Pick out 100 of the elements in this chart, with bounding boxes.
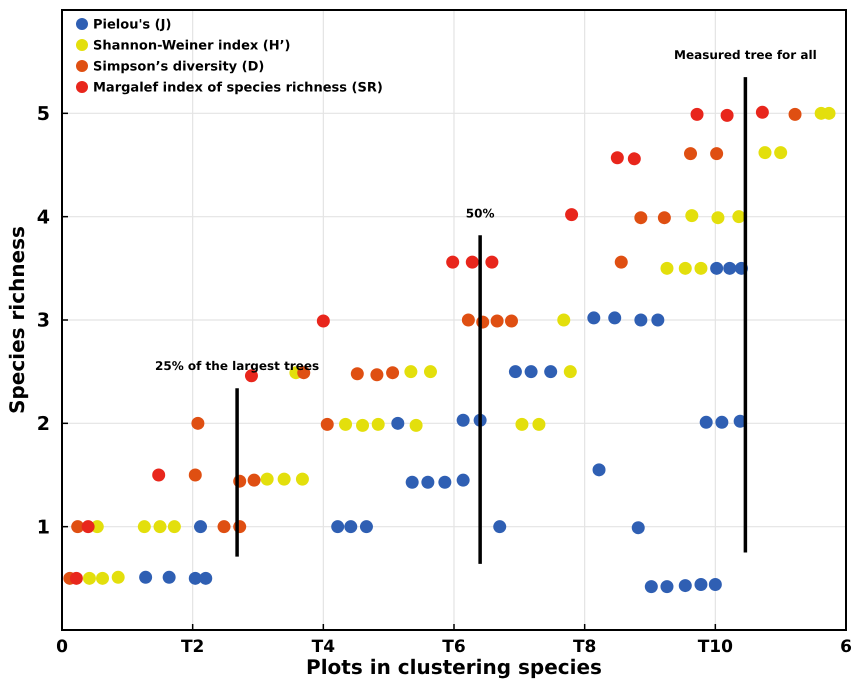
point [723,262,736,275]
point [466,256,479,269]
point [350,367,364,380]
point [372,418,385,431]
point [421,476,434,489]
point [248,474,261,487]
point [406,476,419,489]
point [651,314,664,326]
point [678,262,692,275]
point [218,520,231,534]
point [391,416,404,430]
point [191,416,204,430]
point [424,365,437,378]
point [592,463,606,476]
point [316,314,330,328]
point [644,580,658,594]
x-tick-label: 6 [840,637,852,657]
point [96,572,110,585]
annotation: 25% of the largest trees [155,359,320,374]
point [710,147,724,160]
annotation: 50% [466,206,494,220]
point [565,208,578,222]
point [634,211,648,224]
x-tick-label: 0 [56,637,68,657]
point [710,262,724,275]
point [456,474,470,487]
y-tick-label: 3 [36,310,50,332]
point [386,366,400,380]
point [632,521,645,534]
point [356,418,370,432]
point [490,314,504,328]
point [694,262,708,275]
point [564,365,577,378]
point [485,256,498,269]
point [658,211,671,224]
point [508,365,522,378]
point [685,209,698,222]
point [587,311,600,324]
legend-label: Pielou's (J) [93,18,172,33]
point [112,570,125,584]
point [82,572,96,585]
point [774,146,788,160]
y-tick-label: 1 [36,516,50,538]
point [410,418,423,432]
point [296,472,309,486]
y-axis-title: Species richness [5,226,29,414]
point [720,108,734,122]
point [456,414,470,427]
point [608,311,622,324]
point [462,314,475,326]
x-tick-label: T2 [180,637,204,657]
point [360,520,373,534]
point [154,520,166,534]
point [532,418,546,431]
point [404,365,418,378]
point [188,468,202,482]
x-tick-label: T4 [312,637,336,657]
point [628,152,641,166]
point [446,256,460,269]
point [700,416,713,429]
point [493,520,506,534]
point [344,520,358,534]
point [331,520,344,534]
legend-label: Shannon-Weiner index (H’) [93,38,291,54]
point [660,262,674,275]
legend-label: Margalef index of species richness (SR) [93,80,383,96]
point [260,472,274,486]
point [660,580,674,594]
point [138,520,151,534]
x-tick-label: T10 [698,637,734,657]
y-tick-label: 2 [36,412,50,435]
point [278,472,291,486]
point [711,211,724,224]
legend-label: Simpson’s diversity (D) [93,60,264,75]
point [139,570,152,584]
point [684,147,698,160]
point [756,106,769,119]
x-tick-label: T6 [442,637,466,657]
point [339,418,352,431]
point [732,210,746,224]
point [70,572,83,585]
point [610,151,624,164]
point [71,520,84,534]
point [524,365,538,378]
point [504,314,518,328]
point [678,579,692,592]
point [544,365,558,378]
point [194,520,208,534]
point [614,256,628,269]
point [162,570,176,584]
point [320,418,334,431]
annotation: Measured tree for all [674,48,817,62]
point [715,416,728,429]
y-tick-label: 5 [36,102,50,125]
point [152,468,166,482]
y-tick-label: 4 [36,206,50,228]
point [634,314,648,326]
point [168,520,181,534]
point [370,368,384,382]
x-axis-title: Plots in clustering species [306,655,602,679]
